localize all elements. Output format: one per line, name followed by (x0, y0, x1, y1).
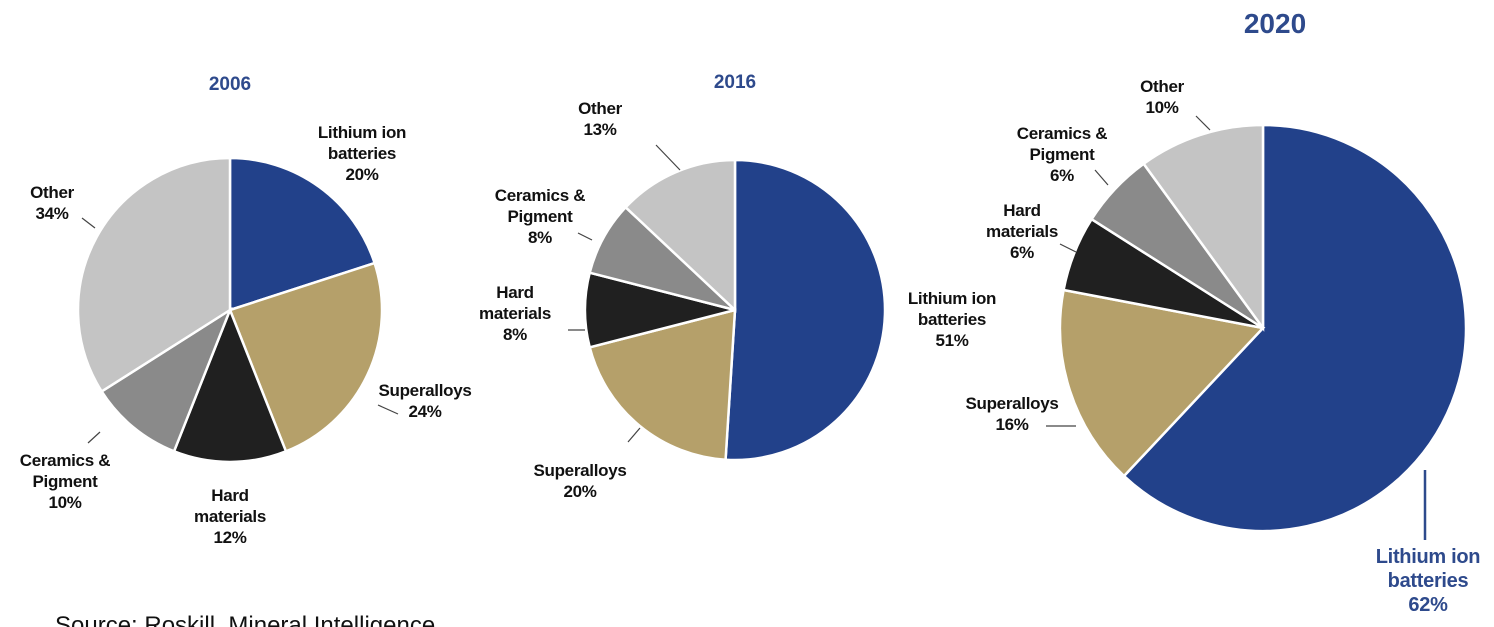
value-label: 13% (583, 120, 617, 139)
pie-slice (228, 156, 377, 312)
value-label: 34% (35, 204, 69, 223)
leader-line (81, 217, 96, 229)
category-label: Superalloys (965, 394, 1059, 413)
category-label: Superalloys (378, 381, 472, 400)
leader-line (1094, 169, 1109, 186)
slice-label: Other 13% (544, 98, 656, 140)
value-label: 20% (345, 165, 379, 184)
slice-label: Other 10% (1106, 76, 1218, 118)
pie-slice (76, 156, 232, 394)
pie-slice (1122, 123, 1468, 533)
category-label: Other (30, 183, 74, 202)
slice-label: Superalloys 16% (956, 393, 1068, 435)
leader-line (577, 232, 593, 241)
category-label: Other (578, 99, 622, 118)
slice-label: Hard materials 6% (966, 200, 1078, 263)
pie-slice (623, 158, 737, 313)
leader-line (1059, 243, 1077, 253)
slice-label: Ceramics & Pigment 10% (9, 450, 121, 513)
leader-line (377, 404, 399, 415)
value-label: 16% (995, 415, 1029, 434)
slice-label: Lithium ion batteries 62% (1363, 545, 1493, 617)
pie-slice (588, 308, 737, 462)
value-label: 10% (1145, 98, 1179, 117)
slice-label: Ceramics & Pigment 8% (484, 185, 596, 248)
category-label: Ceramics & Pigment (494, 186, 586, 226)
pie-slice (1058, 288, 1266, 478)
pie-slice (172, 306, 288, 464)
source-note: Source: Roskill, Mineral Intelligence (55, 612, 436, 627)
value-label: 20% (563, 482, 597, 501)
slice-label: Hard materials 12% (174, 485, 286, 548)
category-label: Lithium ion batteries (907, 289, 997, 329)
category-label: Superalloys (533, 461, 627, 480)
slice-label: Hard materials 8% (459, 282, 571, 345)
category-label: Lithium ion batteries (1375, 546, 1481, 592)
slice-label: Lithium ion batteries 20% (306, 122, 418, 185)
slice-label: Superalloys 24% (369, 380, 481, 422)
value-label: 24% (408, 402, 442, 421)
slice-label: Other 34% (0, 182, 108, 224)
value-label: 8% (503, 325, 527, 344)
value-label: 6% (1050, 166, 1074, 185)
pie-slice (1141, 123, 1265, 332)
value-label: 51% (935, 331, 969, 350)
category-label: Ceramics & Pigment (1016, 124, 1108, 164)
leader-line (627, 427, 641, 443)
value-label: 6% (1010, 243, 1034, 262)
category-label: Lithium ion batteries (317, 123, 407, 163)
value-label: 12% (213, 528, 247, 547)
category-label: Hard materials (194, 486, 266, 526)
category-label: Hard materials (986, 201, 1058, 241)
value-label: 62% (1408, 594, 1448, 616)
leader-line (1195, 115, 1211, 131)
leader-line (655, 144, 681, 171)
slice-label: Superalloys 20% (524, 460, 636, 502)
chart-title: 2020 (1243, 8, 1307, 39)
slice-label: Lithium ion batteries 51% (896, 288, 1008, 351)
chart-title: 2006 (208, 74, 252, 95)
category-label: Hard materials (479, 283, 551, 323)
value-label: 8% (528, 228, 552, 247)
pie-slice (99, 306, 233, 453)
leader-line (87, 431, 101, 444)
category-label: Other (1140, 77, 1184, 96)
pie-slice (724, 158, 887, 462)
chart-title: 2016 (713, 72, 757, 93)
value-label: 10% (48, 493, 82, 512)
category-label: Ceramics & Pigment (19, 451, 111, 491)
slice-label: Ceramics & Pigment 6% (1006, 123, 1118, 186)
